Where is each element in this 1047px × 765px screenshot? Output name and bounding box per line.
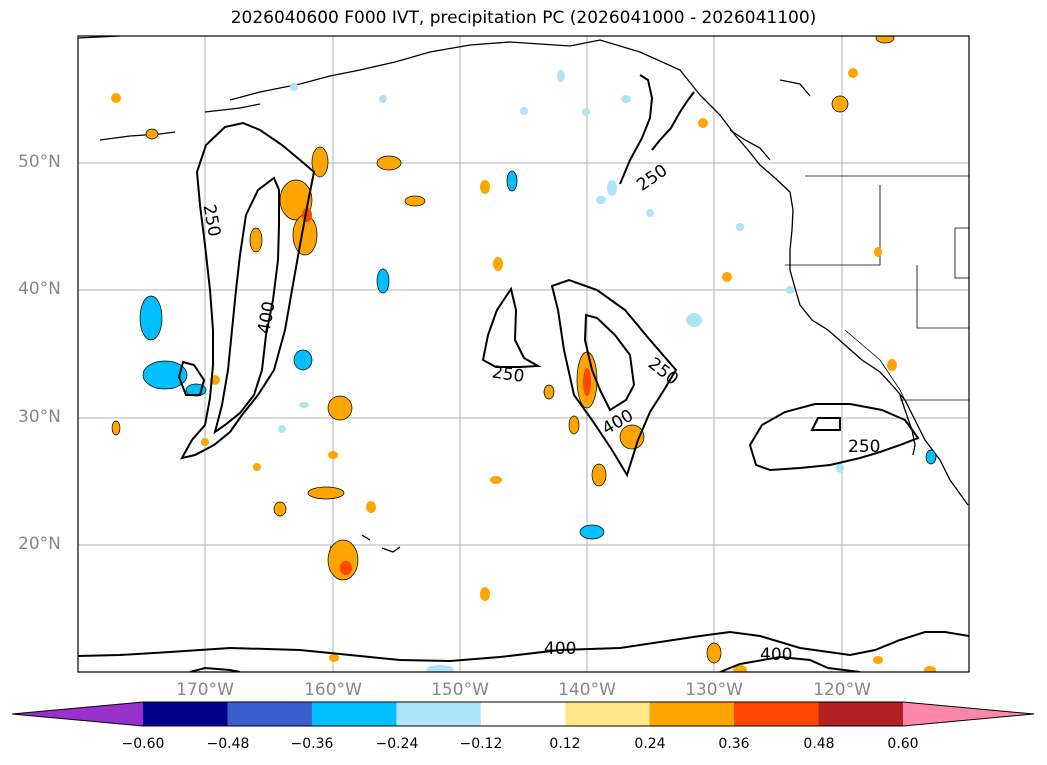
colorbar-cells bbox=[12, 702, 1034, 726]
lon-label: 170°W bbox=[176, 680, 234, 700]
colorbar-extend-low bbox=[12, 702, 143, 726]
lat-label: 30°N bbox=[18, 407, 61, 427]
colorbar-tick: 0.24 bbox=[634, 736, 666, 752]
contour-label: 250 bbox=[644, 354, 682, 390]
colorbar-cell bbox=[649, 702, 735, 726]
contour-labels: 250 400 250 250 400 250 250 400 250 400 bbox=[199, 161, 881, 665]
contour-label: 250 bbox=[633, 161, 671, 196]
precip-negative-patches bbox=[139, 70, 937, 672]
lon-label: 160°W bbox=[304, 680, 362, 700]
colorbar-tick: −0.12 bbox=[459, 736, 503, 752]
lon-label: 120°W bbox=[813, 680, 871, 700]
contour-label: 250 bbox=[491, 363, 526, 387]
colorbar-outline bbox=[11, 701, 1035, 727]
colorbar-cell bbox=[227, 702, 313, 726]
plot-frame bbox=[77, 35, 970, 673]
colorbar-tick: 0.36 bbox=[718, 736, 750, 752]
colorbar-tick: 0.12 bbox=[549, 736, 581, 752]
colorbar bbox=[11, 701, 1035, 727]
colorbar-cell bbox=[734, 702, 820, 726]
colorbar-tick: −0.48 bbox=[206, 736, 250, 752]
colorbar-extend-high bbox=[903, 702, 1034, 726]
colorbar-tick: −0.60 bbox=[121, 736, 165, 752]
contour-label: 400 bbox=[760, 645, 792, 665]
map-plot[interactable]: 250 400 250 250 400 250 250 400 250 400 bbox=[0, 0, 1047, 700]
borders bbox=[785, 175, 969, 401]
lat-label: 20°N bbox=[18, 534, 61, 554]
contour-label: 250 bbox=[848, 437, 880, 457]
colorbar-tick: 0.48 bbox=[803, 736, 835, 752]
graticule bbox=[78, 36, 969, 672]
lat-label: 50°N bbox=[18, 152, 61, 172]
colorbar-cell bbox=[480, 702, 566, 726]
lon-label: 150°W bbox=[431, 680, 489, 700]
colorbar-cell bbox=[565, 702, 651, 726]
colorbar-tick: 0.60 bbox=[887, 736, 919, 752]
contour-label: 400 bbox=[254, 300, 279, 335]
colorbar-cell bbox=[143, 702, 228, 726]
colorbar-cell bbox=[396, 702, 482, 726]
colorbar-tick: −0.24 bbox=[375, 736, 419, 752]
colorbar-tick: −0.36 bbox=[290, 736, 334, 752]
colorbar-cell bbox=[311, 702, 397, 726]
contour-label: 250 bbox=[199, 203, 224, 238]
colorbar-cell bbox=[818, 702, 904, 726]
ivt-contours bbox=[78, 74, 969, 672]
map-title: 2026040600 F000 IVT, precipitation PC (2… bbox=[230, 8, 817, 28]
precip-positive-patches bbox=[111, 36, 936, 672]
contour-label: 400 bbox=[544, 639, 576, 659]
lon-label: 140°W bbox=[558, 680, 616, 700]
lon-label: 130°W bbox=[685, 680, 743, 700]
lat-label: 40°N bbox=[18, 279, 61, 299]
